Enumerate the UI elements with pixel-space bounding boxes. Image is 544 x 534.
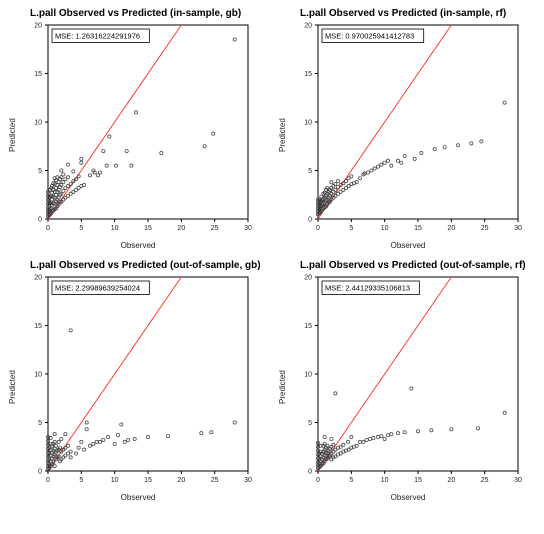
panel-title: L.pall Observed vs Predicted (in-sample,… <box>300 8 538 19</box>
svg-text:0: 0 <box>46 225 50 232</box>
svg-text:20: 20 <box>177 225 185 232</box>
x-axis-label: Observed <box>391 493 426 502</box>
svg-text:10: 10 <box>381 477 389 484</box>
svg-text:25: 25 <box>211 225 219 232</box>
mse-label: MSE: 1.26316224291976 <box>55 32 140 41</box>
svg-text:10: 10 <box>304 372 312 379</box>
svg-text:10: 10 <box>381 225 389 232</box>
scatter-plot: 0 5 10 15 20 25 30 0 5 10 15 20 MSE: 1.2631622429197… <box>22 21 254 239</box>
svg-text:10: 10 <box>111 225 119 232</box>
svg-text:20: 20 <box>447 225 455 232</box>
panel-gb-in: L.pall Observed vs Predicted (in-sample,… <box>6 8 268 250</box>
svg-text:30: 30 <box>514 225 522 232</box>
panel-title: L.pall Observed vs Predicted (in-sample,… <box>30 8 268 19</box>
svg-text:15: 15 <box>144 477 152 484</box>
panel-rf-in: L.pall Observed vs Predicted (in-sample,… <box>276 8 538 250</box>
svg-text:20: 20 <box>447 477 455 484</box>
scatter-plot: 0 5 10 15 20 25 30 0 5 10 15 20 MSE: 2.2998963925402… <box>22 273 254 491</box>
svg-text:0: 0 <box>316 477 320 484</box>
svg-text:0: 0 <box>308 217 312 224</box>
svg-text:0: 0 <box>316 225 320 232</box>
scatter-plot: 0 5 10 15 20 25 30 0 5 10 15 20 MSE: 0.9700259414127… <box>292 21 524 239</box>
svg-text:20: 20 <box>304 23 312 30</box>
panel-gb-out: L.pall Observed vs Predicted (out-of-sam… <box>6 260 268 502</box>
y-axis-label: Predicted <box>6 21 22 250</box>
panel-title: L.pall Observed vs Predicted (out-of-sam… <box>30 260 268 271</box>
mse-label: MSE: 2.44129335106813 <box>325 284 410 293</box>
svg-text:25: 25 <box>481 225 489 232</box>
svg-text:15: 15 <box>144 225 152 232</box>
svg-text:20: 20 <box>34 23 42 30</box>
y-axis-label: Predicted <box>6 273 22 502</box>
svg-text:30: 30 <box>514 477 522 484</box>
svg-text:10: 10 <box>34 372 42 379</box>
svg-text:30: 30 <box>244 477 252 484</box>
svg-text:0: 0 <box>308 469 312 476</box>
svg-text:5: 5 <box>308 420 312 427</box>
mse-label: MSE: 0.970025941412783 <box>325 32 414 41</box>
svg-text:5: 5 <box>38 420 42 427</box>
svg-text:5: 5 <box>38 168 42 175</box>
svg-text:0: 0 <box>46 477 50 484</box>
svg-text:15: 15 <box>304 71 312 78</box>
svg-text:10: 10 <box>34 120 42 127</box>
svg-text:5: 5 <box>79 477 83 484</box>
svg-text:0: 0 <box>38 469 42 476</box>
panel-title: L.pall Observed vs Predicted (out-of-sam… <box>300 260 538 271</box>
svg-text:15: 15 <box>414 225 422 232</box>
svg-text:20: 20 <box>304 275 312 282</box>
svg-text:20: 20 <box>34 275 42 282</box>
svg-text:30: 30 <box>244 225 252 232</box>
scatter-plot: 0 5 10 15 20 25 30 0 5 10 15 20 MSE: 2.4412933510681… <box>292 273 524 491</box>
x-axis-label: Observed <box>121 493 156 502</box>
svg-text:5: 5 <box>308 168 312 175</box>
svg-text:15: 15 <box>414 477 422 484</box>
svg-text:5: 5 <box>349 477 353 484</box>
y-axis-label: Predicted <box>276 21 292 250</box>
svg-text:15: 15 <box>304 323 312 330</box>
svg-text:25: 25 <box>481 477 489 484</box>
y-axis-label: Predicted <box>276 273 292 502</box>
svg-text:15: 15 <box>34 71 42 78</box>
svg-text:25: 25 <box>211 477 219 484</box>
x-axis-label: Observed <box>391 241 426 250</box>
svg-text:5: 5 <box>349 225 353 232</box>
svg-text:0: 0 <box>38 217 42 224</box>
panel-rf-out: L.pall Observed vs Predicted (out-of-sam… <box>276 260 538 502</box>
svg-text:10: 10 <box>111 477 119 484</box>
svg-text:20: 20 <box>177 477 185 484</box>
svg-text:15: 15 <box>34 323 42 330</box>
svg-text:10: 10 <box>304 120 312 127</box>
chart-grid: L.pall Observed vs Predicted (in-sample,… <box>6 8 538 502</box>
mse-label: MSE: 2.29989639254024 <box>55 284 140 293</box>
svg-text:5: 5 <box>79 225 83 232</box>
x-axis-label: Observed <box>121 241 156 250</box>
